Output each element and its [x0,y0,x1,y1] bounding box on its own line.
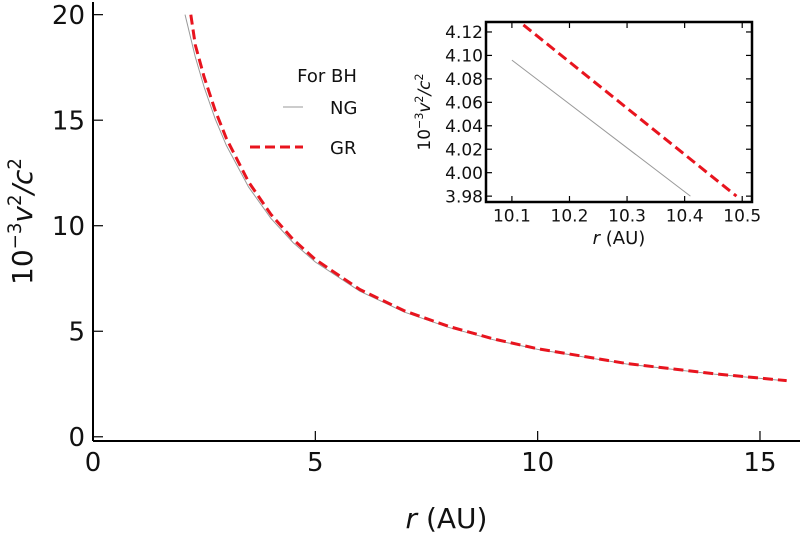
legend-label: NG [330,98,357,119]
y-tick-label: 4.04 [445,117,483,137]
y-axis-label-part: −3 [5,223,26,250]
x-tick-label: 10.5 [723,207,761,227]
x-axis-label-part: r [406,502,419,535]
x-axis-label: r (AU) [406,502,488,535]
series-line [184,14,787,382]
y-tick-label: 0 [68,423,85,453]
y-axis-label-part: 10 [415,129,435,151]
y-tick-label: 4.00 [445,164,483,184]
y-axis-label-part: 2 [413,73,426,80]
y-tick-label: 4.10 [445,47,483,67]
y-axis-label-part: 2 [5,194,26,206]
y-axis-label: 10−3v2/c2 [5,158,39,285]
y-axis-label-part: /c [415,80,435,98]
y-tick-label: 4.02 [445,140,483,160]
y-axis-label-part: /c [6,169,39,197]
y-tick-label: 15 [52,107,85,137]
x-tick-label: 5 [307,448,324,478]
inset-frame [484,20,754,204]
x-axis-label: r (AU) [593,228,646,249]
inset-background [486,22,752,202]
x-tick-label: 15 [743,448,776,478]
x-tick-label: 10.4 [666,207,704,227]
y-axis-label: 10−3v2/c2 [413,73,435,150]
x-tick-label: 10.2 [551,207,589,227]
y-tick-label: 4.12 [445,23,483,43]
y-axis-label-part: v [415,102,435,113]
y-axis-label-part: 2 [5,158,26,170]
y-axis-label-part: 10 [6,249,39,285]
series-line [511,59,691,197]
legend-label: GR [330,138,356,159]
y-tick-label: 20 [52,1,85,31]
y-axis-label-part: 2 [413,96,426,103]
y-tick-label: 3.98 [445,187,483,207]
x-tick-label: 10 [521,448,554,478]
x-axis-label-part: (AU) [417,502,487,535]
y-axis-label-part: v [6,206,39,223]
x-tick-label: 10.3 [608,207,646,227]
y-tick-label: 4.08 [445,70,483,90]
x-axis-label-part: r [593,228,602,249]
y-tick-label: 10 [52,212,85,242]
x-axis-label-part: (AU) [600,228,645,249]
legend-title: For BH [297,66,357,87]
y-axis-label-part: −3 [413,113,426,129]
x-tick-label: 0 [85,448,102,478]
y-tick-label: 5 [68,318,85,348]
series-line [522,23,738,198]
x-tick-label: 10.1 [493,207,531,227]
y-tick-label: 4.06 [445,93,483,113]
